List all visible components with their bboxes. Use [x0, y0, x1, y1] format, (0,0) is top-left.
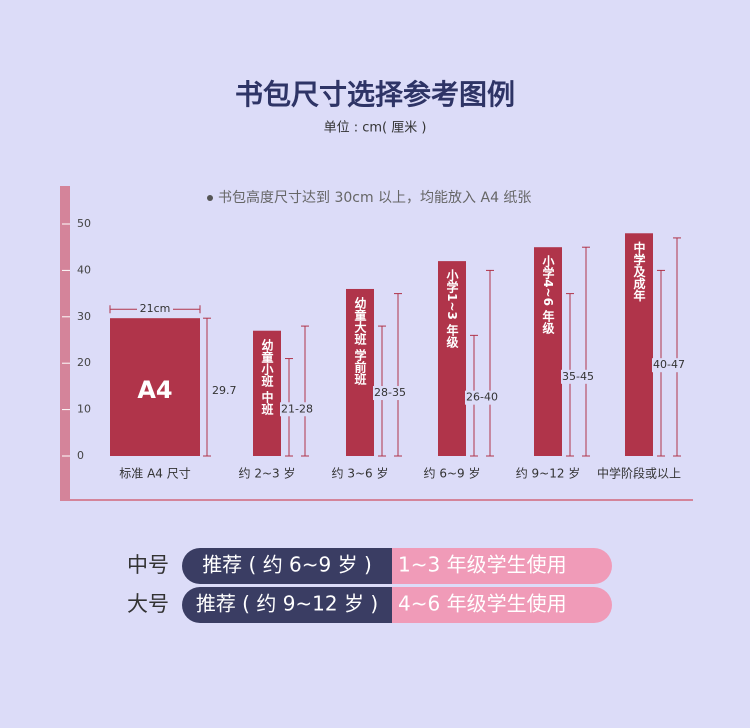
bar-label: 幼童小班 中班	[260, 337, 274, 415]
size-label: 大号	[127, 592, 169, 616]
range-label: 26-40	[466, 391, 498, 404]
age-label: 推荐 ( 约 6~9 岁 )	[202, 553, 372, 577]
bar-label: 幼童大班 学前班	[353, 296, 367, 386]
range-label-bg	[652, 358, 686, 373]
width-label: 21cm	[140, 302, 171, 315]
age-pill-edge	[372, 548, 392, 584]
bar	[346, 288, 374, 456]
x-category-label: 中学阶段或以上	[597, 466, 681, 481]
range-label: 28-35	[374, 386, 406, 399]
x-category-label: 约 3~6 岁	[332, 466, 389, 481]
age-pill	[182, 587, 392, 623]
range-label: 35-45	[562, 370, 594, 383]
grade-pill	[370, 587, 612, 623]
age-pill	[182, 548, 392, 584]
width-label-bg	[137, 302, 173, 317]
age-pill-edge	[372, 587, 392, 623]
bar	[110, 318, 200, 456]
bar-label: 中学及成年	[632, 240, 646, 302]
x-category-label: 约 6~9 岁	[424, 466, 481, 481]
range-label-bg	[373, 386, 407, 401]
x-category-label: 约 2~3 岁	[239, 466, 296, 481]
bar	[625, 233, 653, 456]
bar	[534, 247, 562, 456]
x-category-label: 约 9~12 岁	[516, 466, 581, 481]
bar-label: A4	[137, 376, 172, 404]
grade-label: 4~6 年级学生使用	[398, 592, 567, 616]
bullet	[207, 195, 213, 201]
bar-label: 小学4~6 年级	[541, 254, 555, 335]
size-label: 中号	[127, 553, 169, 577]
y-tick-label: 30	[77, 310, 91, 323]
range-label-bg	[465, 390, 499, 405]
note: 书包高度尺寸达到 30cm 以上，均能放入 A4 纸张	[218, 189, 531, 206]
y-tick-label: 10	[77, 403, 91, 416]
ruler	[60, 186, 70, 501]
age-label: 推荐 ( 约 9~12 岁 )	[196, 592, 378, 616]
y-tick-label: 20	[77, 356, 91, 369]
range-label: 40-47	[653, 358, 685, 371]
x-category-label: 标准 A4 尺寸	[119, 467, 190, 481]
range-label: 21-28	[281, 402, 313, 415]
range-label: 29.7	[212, 384, 237, 397]
y-tick-label: 50	[77, 217, 91, 230]
title: 书包尺寸选择参考图例	[235, 78, 515, 111]
range-label-bg	[561, 369, 595, 384]
range-label-bg	[280, 402, 314, 417]
bar-label: 小学1~3 年级	[445, 268, 459, 349]
y-tick-label: 40	[77, 263, 91, 276]
subtitle: 单位 : cm( 厘米 )	[324, 121, 427, 136]
bar	[253, 330, 281, 456]
grade-label: 1~3 年级学生使用	[398, 553, 567, 577]
y-tick-label: 0	[77, 449, 84, 462]
bar	[438, 261, 466, 456]
grade-pill	[370, 548, 612, 584]
